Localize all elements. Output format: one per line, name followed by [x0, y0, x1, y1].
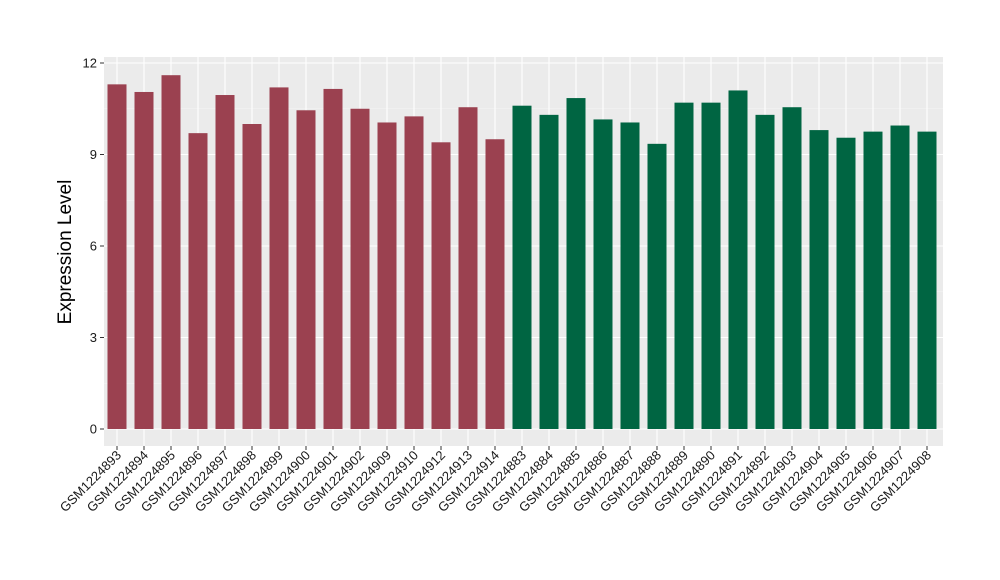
x-axis: GSM1224893GSM1224894GSM1224895GSM1224896… — [57, 446, 934, 515]
bar-GSM1224910 — [404, 116, 424, 429]
bar-GSM1224914 — [485, 139, 505, 429]
bar-GSM1224901 — [323, 88, 343, 430]
bar-GSM1224912 — [431, 142, 451, 430]
bar-GSM1224895 — [161, 75, 181, 429]
bar-GSM1224887 — [620, 122, 640, 429]
bar-GSM1224883 — [512, 105, 532, 429]
bar-GSM1224907 — [890, 125, 910, 430]
bar-GSM1224906 — [863, 131, 883, 429]
bar-GSM1224902 — [350, 108, 370, 429]
bar-GSM1224894 — [134, 91, 154, 429]
bars — [107, 75, 937, 430]
bar-GSM1224900 — [296, 110, 316, 430]
bar-GSM1224899 — [269, 87, 289, 430]
y-tick-label: 9 — [90, 147, 97, 162]
y-tick-label: 3 — [90, 330, 97, 345]
bar-GSM1224896 — [188, 133, 208, 429]
bar-GSM1224904 — [809, 130, 829, 429]
bar-GSM1224891 — [728, 90, 748, 429]
bar-GSM1224905 — [836, 137, 856, 429]
y-tick-label: 12 — [83, 56, 97, 71]
bar-GSM1224890 — [701, 102, 721, 430]
y-axis-title: Expression Level — [55, 180, 76, 325]
bar-GSM1224889 — [674, 102, 694, 430]
bar-GSM1224909 — [377, 122, 397, 429]
bar-GSM1224913 — [458, 107, 478, 429]
bar-GSM1224888 — [647, 143, 667, 429]
bar-GSM1224898 — [242, 124, 262, 429]
bar-GSM1224885 — [566, 98, 586, 429]
y-tick-label: 6 — [90, 239, 97, 254]
bar-GSM1224893 — [107, 84, 127, 429]
bar-GSM1224908 — [917, 131, 937, 429]
bar-GSM1224886 — [593, 119, 613, 430]
y-tick-label: 0 — [90, 422, 97, 437]
y-axis: 0 3 6 9 12 — [83, 56, 104, 437]
bar-GSM1224897 — [215, 95, 235, 430]
bar-GSM1224892 — [755, 114, 775, 429]
bar-GSM1224903 — [782, 107, 802, 429]
bar-GSM1224884 — [539, 114, 559, 429]
